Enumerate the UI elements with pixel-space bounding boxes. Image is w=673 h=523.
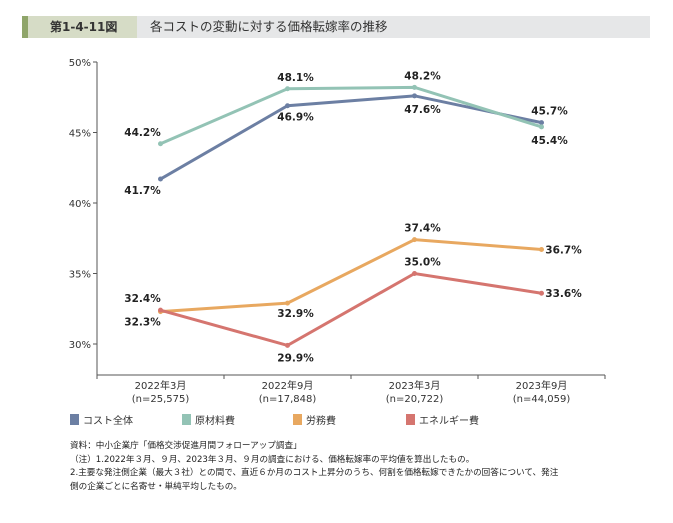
data-point	[285, 103, 290, 109]
legend-swatch	[406, 414, 415, 425]
data-point	[285, 86, 290, 92]
y-tick-label: 30%	[69, 340, 91, 351]
legend-label: 労務費	[306, 416, 336, 427]
data-point	[285, 300, 290, 306]
note-1: （注）1.2022年３月、９月、2023年３月、９月の調査における、価格転嫁率の…	[70, 454, 475, 465]
x-tick-label: 2022年9月	[262, 379, 314, 392]
x-tick-sublabel: (n=20,722)	[386, 394, 444, 405]
data-label: 32.9%	[277, 308, 314, 320]
data-point	[539, 290, 544, 296]
figure-title: 各コストの変動に対する価格転嫁率の推移	[150, 19, 388, 34]
legend-label: 原材料費	[195, 416, 235, 427]
data-label: 46.9%	[277, 112, 314, 124]
data-point	[158, 176, 163, 182]
note-2: 2.主要な発注側企業（最大３社）との間で、直近６か月のコスト上昇分のうち、何割を…	[70, 468, 559, 478]
data-label: 48.2%	[404, 70, 441, 82]
data-point	[539, 124, 544, 130]
legend-label: エネルギー費	[419, 416, 479, 427]
data-label: 47.6%	[404, 104, 441, 116]
legend-swatch	[182, 414, 191, 425]
data-point	[412, 93, 417, 99]
x-tick-label: 2023年3月	[389, 379, 441, 392]
data-point	[285, 342, 290, 348]
x-tick-label: 2023年9月	[516, 379, 568, 392]
note-2-cont: 側の企業ごとに名寄せ・単純平均したもの。	[70, 481, 242, 492]
data-point	[158, 307, 163, 313]
figure-header: 第1-4-11図 各コストの変動に対する価格転嫁率の推移	[22, 16, 650, 38]
x-tick-sublabel: (n=17,848)	[259, 394, 317, 405]
data-label: 35.0%	[404, 257, 441, 269]
data-point	[539, 120, 544, 126]
legend-item-cost-total: コスト全体	[70, 412, 133, 427]
data-label: 33.6%	[545, 288, 582, 300]
figure-number: 第1-4-11図	[22, 16, 137, 38]
data-label: 36.7%	[545, 245, 582, 257]
data-label: 32.3%	[124, 317, 161, 329]
y-tick-label: 40%	[69, 199, 91, 210]
x-tick-sublabel: (n=44,059)	[513, 394, 571, 405]
series-line	[159, 85, 542, 146]
legend-swatch	[70, 414, 79, 425]
data-point	[158, 141, 163, 147]
legend-item-materials: 原材料費	[182, 412, 235, 427]
line-chart: 30% 35% 40% 45% 50% 2022年3月 (n=25,575) 2022年9月 (…	[69, 58, 606, 405]
notes: 資料：中小企業庁「価格交渉促進月間フォローアップ調査」 （注）1.2022年３月…	[70, 440, 558, 494]
data-point	[412, 84, 417, 90]
data-label: 29.9%	[277, 352, 314, 364]
legend-item-labor: 労務費	[293, 412, 336, 427]
data-point	[412, 271, 417, 276]
data-label: 45.4%	[531, 135, 568, 147]
y-tick-label: 45%	[69, 129, 91, 140]
legend-swatch	[293, 414, 302, 425]
data-point	[539, 247, 544, 253]
source-note: 資料：中小企業庁「価格交渉促進月間フォローアップ調査」	[70, 441, 302, 451]
data-label: 45.7%	[531, 106, 568, 118]
data-point	[412, 237, 417, 243]
legend-item-energy: エネルギー費	[406, 412, 479, 427]
legend-label: コスト全体	[83, 416, 133, 427]
x-tick-label: 2022年3月	[135, 379, 187, 392]
data-label: 41.7%	[124, 185, 161, 197]
series-line	[160, 271, 542, 348]
series-line	[159, 94, 542, 181]
x-tick-sublabel: (n=25,575)	[132, 394, 190, 405]
data-label: 37.4%	[404, 223, 441, 235]
y-tick-label: 50%	[69, 58, 91, 69]
data-label: 32.4%	[124, 293, 161, 305]
data-label: 48.1%	[277, 72, 314, 84]
series-line	[160, 238, 542, 314]
y-tick-label: 35%	[69, 270, 91, 281]
data-label: 44.2%	[124, 127, 161, 139]
